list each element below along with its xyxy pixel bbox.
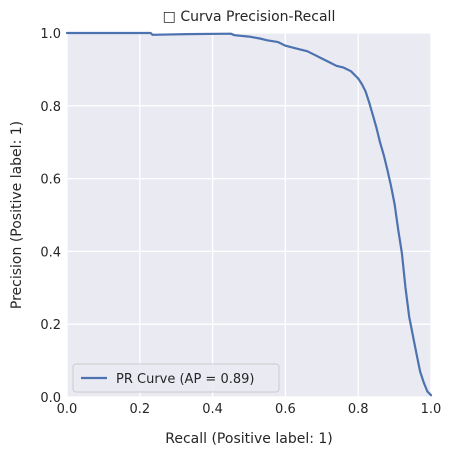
legend: PR Curve (AP = 0.89) [72,363,280,393]
y-tick-label: 0.4 [40,245,61,260]
x-tick-label: 0.4 [202,402,223,417]
y-tick-label: 0.0 [40,391,61,406]
y-tick-label: 1.0 [40,27,61,42]
x-tick-label: 0.6 [275,402,296,417]
legend-box [72,363,280,393]
x-axis-label: Recall (Positive label: 1) [165,431,333,447]
y-tick-label: 0.6 [40,173,61,188]
series-line-0 [65,31,433,397]
x-tick-label: 0.8 [348,402,369,417]
x-tick-labels: 0.0 0.2 0.4 0.6 0.8 1.0 [57,402,442,417]
series-layer [65,31,433,397]
legend-entry-label: PR Curve (AP = 0.89) [116,372,254,387]
chart-title: □ Curva Precision-Recall [163,9,336,25]
x-tick-label: 0.0 [57,402,78,417]
y-tick-label: 0.8 [40,100,61,115]
y-tick-labels: 0.0 0.2 0.4 0.6 0.8 1.0 [40,27,61,406]
plot-area-background [67,33,431,397]
y-tick-label: 0.2 [40,318,61,333]
x-tick-label: 1.0 [421,402,442,417]
y-axis-label: Precision (Positive label: 1) [9,121,25,309]
x-tick-label: 0.2 [129,402,150,417]
